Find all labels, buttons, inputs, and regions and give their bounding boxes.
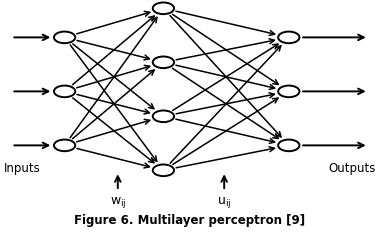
Circle shape [54,139,75,151]
Circle shape [278,32,299,43]
Circle shape [54,86,75,97]
Text: Figure 6. Multilayer perceptron [9]: Figure 6. Multilayer perceptron [9] [74,214,306,227]
Circle shape [153,110,174,122]
Circle shape [153,56,174,68]
Circle shape [278,86,299,97]
Text: $\mathrm{w_{ij}}$: $\mathrm{w_{ij}}$ [109,195,126,210]
Text: $\mathrm{u_{ij}}$: $\mathrm{u_{ij}}$ [217,195,231,210]
Text: Inputs: Inputs [4,162,41,175]
Circle shape [153,3,174,14]
Circle shape [153,164,174,176]
Text: Outputs: Outputs [329,162,376,175]
Circle shape [54,32,75,43]
Circle shape [278,139,299,151]
